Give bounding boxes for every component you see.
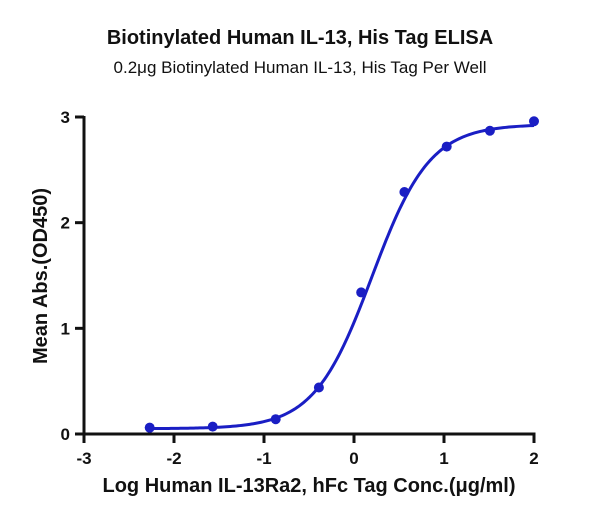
chart-subtitle: 0.2μg Biotinylated Human IL-13, His Tag … (113, 58, 487, 77)
y-tick-label: 1 (61, 319, 70, 338)
data-point (270, 414, 281, 425)
x-tick-label: -3 (76, 449, 91, 468)
data-point (484, 125, 495, 136)
fit-curve (149, 124, 535, 431)
data-point (207, 421, 218, 432)
x-axis-title: Log Human IL-13Ra2, hFc Tag Conc.(μg/ml) (103, 475, 516, 497)
data-points (144, 116, 539, 433)
x-tick-label: -2 (166, 449, 181, 468)
data-point (529, 116, 539, 127)
data-point (356, 287, 367, 298)
y-tick-label: 2 (61, 214, 70, 233)
chart-title: Biotinylated Human IL-13, His Tag ELISA (106, 27, 494, 49)
x-tick-label: 0 (349, 449, 358, 468)
y-tick-label: 3 (61, 108, 70, 127)
data-point (441, 141, 452, 152)
y-tick-label: 0 (61, 425, 70, 444)
axes: -3 -2 -1 0 1 2 0 1 2 3 (61, 108, 539, 468)
data-point (399, 187, 410, 198)
x-tick-label: 1 (439, 449, 448, 468)
data-point (313, 382, 324, 393)
data-point (144, 422, 155, 433)
x-tick-label: 2 (529, 449, 538, 468)
x-tick-label: -1 (256, 449, 271, 468)
y-axis-title: Mean Abs.(OD450) (30, 188, 52, 364)
